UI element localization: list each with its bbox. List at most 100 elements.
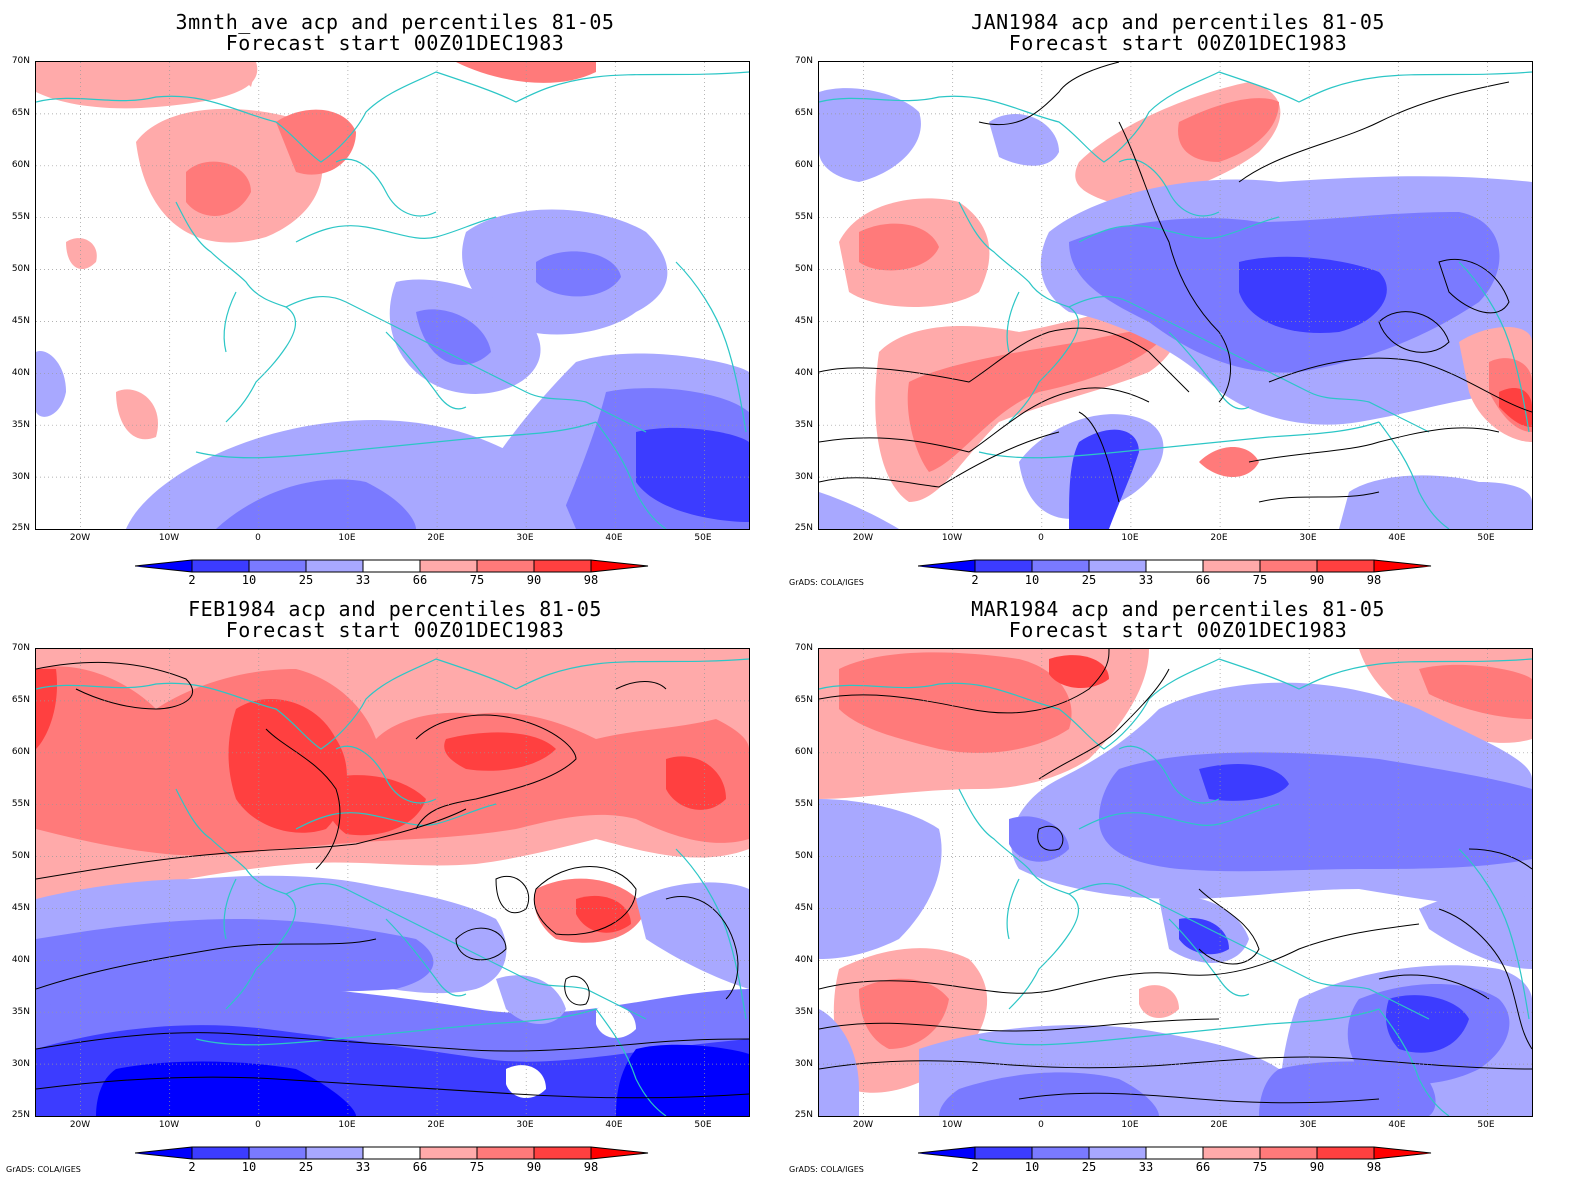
- panel-title: FEB1984 acp and percentiles 81-05: [188, 597, 602, 621]
- colorbar-label: 10: [241, 1160, 257, 1174]
- panel-title: JAN1984 acp and percentiles 81-05: [971, 10, 1385, 34]
- lon-label: 10W: [158, 533, 180, 543]
- colorbar-label: 90: [1309, 573, 1325, 587]
- colorbar-label: 98: [1366, 573, 1382, 587]
- lat-label: 60N: [11, 160, 30, 170]
- lon-label: 10W: [941, 533, 963, 543]
- lon-label: 20W: [852, 1120, 874, 1130]
- colorbar-label: 33: [1138, 1160, 1154, 1174]
- lon-label: 20E: [427, 533, 445, 543]
- graticule: [819, 649, 1532, 1116]
- lat-label: 45N: [11, 903, 30, 913]
- colorbar-label: 75: [1252, 573, 1268, 587]
- lat-label: 65N: [794, 695, 813, 705]
- lon-label: 20W: [69, 1120, 91, 1130]
- colorbar-label: 66: [412, 573, 428, 587]
- colorbar-label: 75: [1252, 1160, 1268, 1174]
- lat-label: 60N: [794, 747, 813, 757]
- colorbar-label: 10: [1024, 573, 1040, 587]
- panel-subtitle: Forecast start 00Z01DEC1983: [225, 31, 565, 55]
- colorbar-label: 33: [355, 573, 371, 587]
- graticule: [36, 62, 749, 529]
- coastlines: [819, 71, 1532, 529]
- percentile-shading: [36, 62, 749, 529]
- panel-subtitle: Forecast start 00Z01DEC1983: [1008, 618, 1348, 642]
- lat-label: 65N: [794, 108, 813, 118]
- colorbar-label: 10: [241, 573, 257, 587]
- lon-label: 10E: [338, 1120, 356, 1130]
- lon-label: 50E: [694, 533, 712, 543]
- lat-label: 25N: [794, 1110, 813, 1120]
- lat-label: 70N: [11, 56, 30, 66]
- lat-label: 45N: [794, 903, 813, 913]
- panel-subtitle: Forecast start 00Z01DEC1983: [225, 618, 565, 642]
- contour-lines: [819, 62, 1532, 503]
- percentile-shading: [36, 649, 749, 1116]
- colorbar-label: 66: [1195, 573, 1211, 587]
- colorbar-swatches: [917, 1146, 1432, 1160]
- lon-label: 40E: [1388, 533, 1406, 543]
- lat-label: 25N: [11, 1110, 30, 1120]
- colorbar-label: 2: [188, 1160, 196, 1174]
- grads-credit: GrADS: COLA/IGES: [6, 1165, 81, 1174]
- lon-label: 0: [255, 1120, 261, 1130]
- lat-label: 60N: [11, 747, 30, 757]
- map-canvas: [36, 649, 749, 1116]
- lat-label: 40N: [794, 955, 813, 965]
- lat-label: 30N: [794, 472, 813, 482]
- percentile-shading: [819, 649, 1532, 1116]
- lat-label: 40N: [11, 955, 30, 965]
- lat-label: 55N: [794, 799, 813, 809]
- map-panel-mar1984: MAR1984 acp and percentiles 81-05 Foreca…: [783, 587, 1573, 1187]
- lon-label: 10E: [1121, 533, 1139, 543]
- lon-label: 50E: [694, 1120, 712, 1130]
- lat-label: 55N: [11, 212, 30, 222]
- colorbar-label: 98: [1366, 1160, 1382, 1174]
- lat-label: 30N: [11, 472, 30, 482]
- lat-label: 70N: [794, 643, 813, 653]
- lat-label: 70N: [794, 56, 813, 66]
- lat-label: 35N: [794, 1007, 813, 1017]
- lon-label: 20E: [427, 1120, 445, 1130]
- lat-label: 30N: [794, 1059, 813, 1069]
- colorbar-label: 90: [526, 573, 542, 587]
- lon-label: 20W: [852, 533, 874, 543]
- percentile-shading: [819, 82, 1532, 529]
- lon-label: 40E: [1388, 1120, 1406, 1130]
- colorbar-label: 66: [1195, 1160, 1211, 1174]
- lon-label: 10E: [338, 533, 356, 543]
- lon-label: 0: [255, 533, 261, 543]
- contour-lines: [819, 649, 1532, 1104]
- colorbar-label: 2: [971, 573, 979, 587]
- coastlines: [819, 658, 1532, 1116]
- colorbar-label: 75: [469, 1160, 485, 1174]
- lon-label: 50E: [1477, 1120, 1495, 1130]
- colorbar-label: 25: [1081, 573, 1097, 587]
- colorbar-label: 33: [1138, 573, 1154, 587]
- map-panel-3month: 3mnth_ave acp and percentiles 81-05 Fore…: [0, 0, 790, 598]
- map-area: [818, 61, 1533, 530]
- lat-label: 55N: [794, 212, 813, 222]
- map-area: [35, 61, 750, 530]
- lat-label: 30N: [11, 1059, 30, 1069]
- lon-label: 30E: [1299, 533, 1317, 543]
- colorbar: 2 10 25 33 66 75 90 98: [134, 558, 655, 588]
- lon-label: 20E: [1210, 533, 1228, 543]
- grads-credit: GrADS: COLA/IGES: [789, 1165, 864, 1174]
- lat-label: 35N: [794, 420, 813, 430]
- lat-label: 50N: [11, 264, 30, 274]
- lat-label: 40N: [11, 368, 30, 378]
- lat-label: 40N: [794, 368, 813, 378]
- lat-label: 50N: [794, 264, 813, 274]
- lat-label: 25N: [794, 523, 813, 533]
- map-panel-jan1984: JAN1984 acp and percentiles 81-05 Foreca…: [783, 0, 1573, 598]
- colorbar-label: 2: [188, 573, 196, 587]
- colorbar-label: 90: [1309, 1160, 1325, 1174]
- lon-label: 50E: [1477, 533, 1495, 543]
- lon-label: 30E: [1299, 1120, 1317, 1130]
- lat-label: 65N: [11, 695, 30, 705]
- colorbar-label: 98: [583, 1160, 599, 1174]
- panel-title: 3mnth_ave acp and percentiles 81-05: [175, 10, 615, 34]
- colorbar-swatches: [917, 559, 1432, 573]
- colorbar: 2 10 25 33 66 75 90 98: [134, 1145, 655, 1175]
